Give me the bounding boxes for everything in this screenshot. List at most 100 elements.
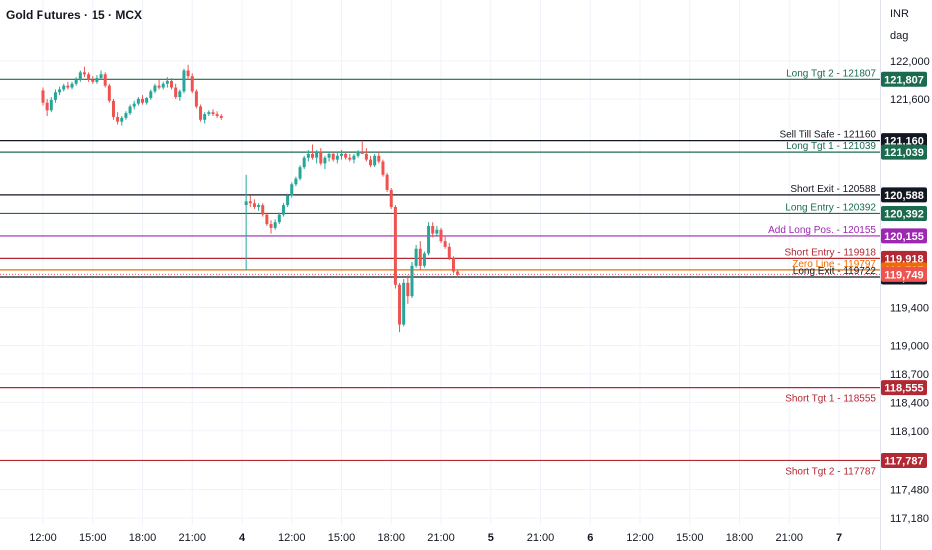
level-label: Zero Line - 119797 xyxy=(792,259,876,270)
candle-body xyxy=(340,153,343,156)
x-tick-label: 4 xyxy=(239,532,246,544)
current-price-tag xyxy=(881,266,927,282)
candle-body xyxy=(82,72,86,75)
candle-body xyxy=(145,97,149,103)
y-tick-label: 117,480 xyxy=(890,485,929,497)
price-tag xyxy=(881,205,927,221)
candle-body xyxy=(427,225,431,254)
x-tick-label: 18:00 xyxy=(377,532,405,544)
price-tag xyxy=(881,187,927,203)
chart-title: Gold Futures · 15 · MCX xyxy=(6,8,143,22)
candle-body xyxy=(49,99,53,111)
candle-body xyxy=(141,98,144,103)
candle-body xyxy=(398,284,402,325)
candle-body xyxy=(199,106,203,120)
candle-body xyxy=(418,248,422,266)
candle-body xyxy=(294,178,298,185)
x-axis-ticks: 12:00 15:00 18:00 21:00 4 12:00 15:00 18:00 21:0… xyxy=(29,532,842,544)
price-tag xyxy=(881,144,927,160)
candle-body xyxy=(410,265,414,297)
candle-body xyxy=(319,152,323,164)
candle-body xyxy=(286,195,290,206)
candle-body xyxy=(422,253,426,266)
x-tick-label: 18:00 xyxy=(129,532,157,544)
candle-body xyxy=(252,203,256,208)
candle-body xyxy=(45,102,49,111)
x-tick-label: 12:00 xyxy=(626,532,654,544)
candle-body xyxy=(302,157,306,168)
candle-body xyxy=(66,85,70,88)
candle-body xyxy=(58,89,62,93)
candle-body xyxy=(402,282,406,325)
y-tick-label: 118,400 xyxy=(890,397,929,409)
candle-body xyxy=(290,184,294,196)
candle-body xyxy=(385,174,389,190)
candle-body xyxy=(149,91,153,98)
candle-body xyxy=(273,222,277,228)
level-lines: Long Tgt 2 - 121807 Sell Till Safe - 1211… xyxy=(0,68,880,477)
current-price-value: 119,749 xyxy=(884,269,923,281)
candle-body xyxy=(443,241,447,247)
level-label: Add Long Pos. - 120155 xyxy=(768,225,876,236)
candle-body xyxy=(306,153,310,158)
candle-body xyxy=(207,112,211,115)
candle-body xyxy=(87,74,91,80)
candle-body xyxy=(356,152,360,156)
price-tag-value: 120,588 xyxy=(884,190,924,202)
candle-body xyxy=(95,78,99,82)
candle-body xyxy=(389,189,393,208)
candle-body xyxy=(369,159,373,166)
candle-body xyxy=(277,214,281,223)
candle-body xyxy=(344,153,348,158)
candle-body xyxy=(331,153,335,160)
x-tick-label: 21:00 xyxy=(178,532,206,544)
level-label: Short Exit - 120588 xyxy=(790,184,876,195)
candle-body xyxy=(124,113,128,118)
candle-body xyxy=(298,167,302,179)
candle-body xyxy=(244,201,248,206)
level-label: Short Tgt 2 - 117787 xyxy=(785,466,876,477)
price-tag-value: 118,555 xyxy=(884,383,923,395)
y-tick-label: 119,000 xyxy=(890,340,929,352)
candle-body xyxy=(136,98,140,104)
level-label: Long Exit - 119722 xyxy=(793,266,877,277)
candle-body xyxy=(103,74,107,86)
candle-body xyxy=(111,100,115,117)
candle-body xyxy=(41,90,45,103)
x-tick-label: 15:00 xyxy=(676,532,704,544)
candle-body xyxy=(269,224,273,228)
candle-body xyxy=(219,115,223,118)
candle-body xyxy=(431,225,435,234)
candle-body xyxy=(257,205,261,208)
candle-body xyxy=(435,229,439,234)
candle-body xyxy=(215,114,219,116)
timeframe-label[interactable]: dag xyxy=(890,30,909,42)
y-tick-label: 122,000 xyxy=(890,56,930,68)
candlesticks xyxy=(41,64,460,333)
candle-body xyxy=(335,155,339,160)
y-axis-ticks: 122,000 121,600 119,400 119,000 118,700 118,4… xyxy=(890,56,930,525)
candle-body xyxy=(170,80,174,88)
candle-body xyxy=(91,79,95,82)
candle-body xyxy=(128,106,132,114)
currency-label[interactable]: INR xyxy=(890,8,909,20)
candle-body xyxy=(74,79,78,84)
candle-body xyxy=(165,80,169,84)
candle-body xyxy=(178,91,182,98)
candle-body xyxy=(194,91,198,107)
candle-body xyxy=(161,83,165,88)
y-tick-label: 118,100 xyxy=(890,426,929,438)
price-tag-value: 120,155 xyxy=(884,231,924,243)
y-tick-label: 118,700 xyxy=(890,369,929,381)
candle-body xyxy=(456,271,460,275)
candle-body xyxy=(348,157,352,160)
price-tag xyxy=(881,133,927,149)
candle-body xyxy=(381,161,385,175)
candle-body xyxy=(203,114,207,120)
price-tags: 121,807121,160121,039120,588120,392120,1… xyxy=(881,71,927,468)
level-label: Sell Till Safe - 121160 xyxy=(779,130,876,141)
candle-body xyxy=(364,153,368,160)
candle-body xyxy=(447,246,451,259)
candle-body xyxy=(360,152,364,154)
